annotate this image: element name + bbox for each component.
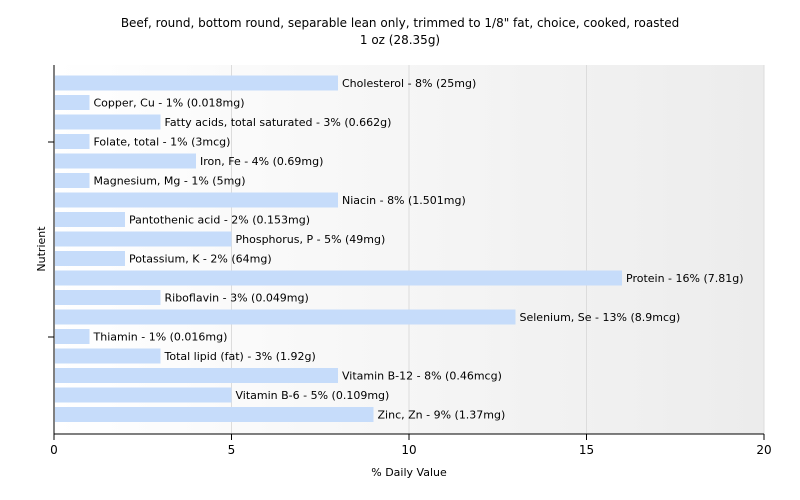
bar-data-label: Phosphorus, P - 5% (49mg) [236, 233, 386, 246]
chart-subtitle: 1 oz (28.35g) [359, 33, 441, 47]
bar-data-label: Niacin - 8% (1.501mg) [342, 194, 466, 207]
bar [55, 95, 90, 110]
bar [55, 173, 90, 188]
bar [55, 270, 622, 286]
bar-data-label: Total lipid (fat) - 3% (1.92g) [164, 350, 316, 363]
bar-data-label: Protein - 16% (7.81g) [626, 272, 744, 285]
x-axis-label: % Daily Value [371, 466, 447, 479]
bar [55, 114, 161, 130]
bar [55, 212, 125, 227]
x-tick-label: 20 [756, 443, 771, 457]
x-tick-label: 10 [401, 443, 416, 457]
chart-title: Beef, round, bottom round, separable lea… [120, 16, 680, 30]
bar-data-label: Selenium, Se - 13% (8.9mcg) [520, 311, 681, 324]
x-tick-label: 15 [579, 443, 594, 457]
bar [55, 290, 161, 305]
y-axis-label: Nutrient [35, 226, 48, 272]
bar [55, 192, 338, 208]
bar-data-label: Vitamin B-12 - 8% (0.46mcg) [342, 370, 502, 383]
bar-data-label: Riboflavin - 3% (0.049mg) [165, 292, 309, 305]
bar-data-label: Copper, Cu - 1% (0.018mg) [94, 97, 245, 110]
bar [55, 309, 516, 325]
bar-data-label: Thiamin - 1% (0.016mg) [93, 331, 228, 344]
bar [55, 407, 374, 422]
bar [55, 75, 338, 91]
bar-data-label: Vitamin B-6 - 5% (0.109mg) [236, 389, 390, 402]
bar-data-label: Pantothenic acid - 2% (0.153mg) [129, 214, 310, 227]
bar-data-label: Potassium, K - 2% (64mg) [129, 253, 272, 266]
bar-data-label: Magnesium, Mg - 1% (5mg) [94, 175, 246, 188]
x-tick-label: 0 [50, 443, 58, 457]
bar-data-label: Zinc, Zn - 9% (1.37mg) [378, 409, 506, 422]
bar [55, 231, 232, 247]
bar [55, 329, 90, 344]
bar [55, 134, 90, 149]
bar-data-label: Cholesterol - 8% (25mg) [342, 77, 476, 90]
bar [55, 368, 338, 383]
bar-data-label: Folate, total - 1% (3mcg) [94, 136, 231, 149]
bar [55, 251, 125, 266]
bar-data-label: Fatty acids, total saturated - 3% (0.662… [165, 116, 392, 129]
bar [55, 153, 196, 169]
bar [55, 348, 161, 364]
bar [55, 387, 232, 403]
x-tick-label: 5 [228, 443, 236, 457]
bar-data-label: Iron, Fe - 4% (0.69mg) [200, 155, 323, 168]
